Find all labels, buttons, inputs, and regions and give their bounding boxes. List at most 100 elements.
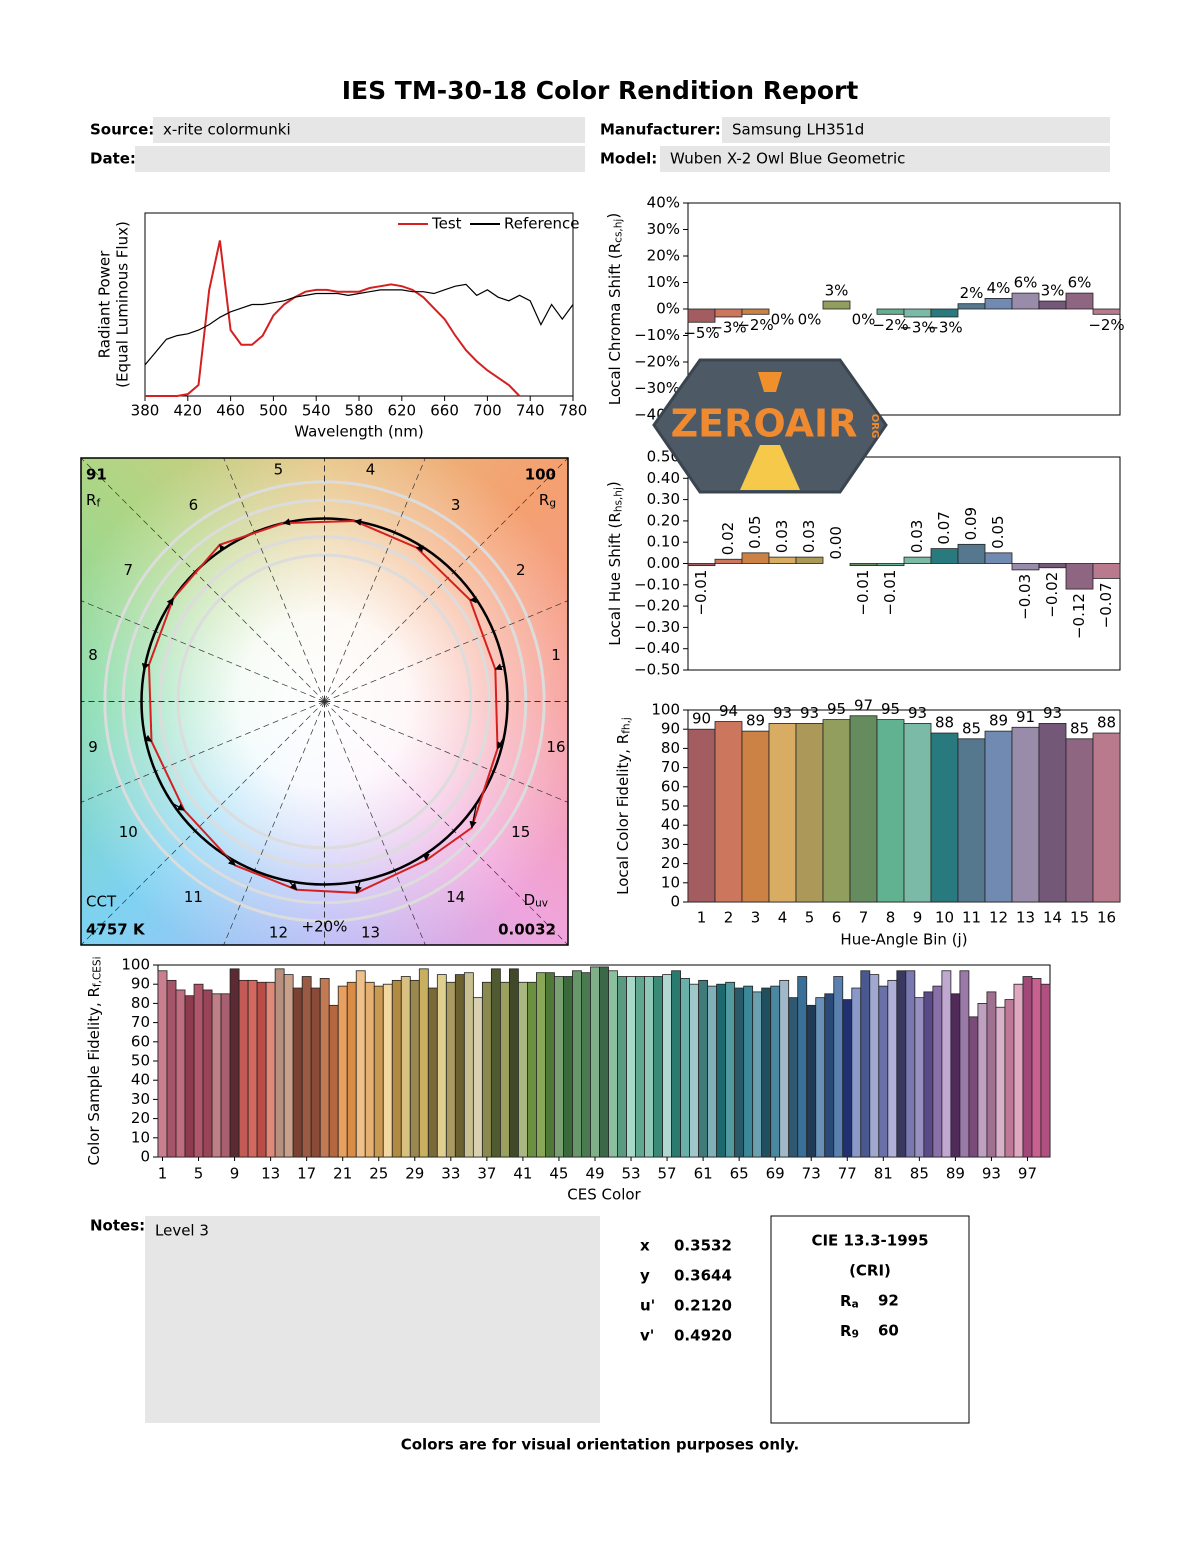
y-tick-label: 10 bbox=[661, 873, 680, 891]
value-label: 93 bbox=[908, 704, 927, 722]
bar bbox=[319, 978, 330, 1158]
bar bbox=[427, 987, 438, 1158]
bar bbox=[626, 976, 636, 1158]
value-label: 4% bbox=[987, 279, 1011, 297]
y-tick-label: 80 bbox=[661, 739, 680, 757]
bar bbox=[687, 728, 716, 903]
series-line bbox=[144, 283, 574, 366]
bar bbox=[355, 970, 366, 1158]
bar bbox=[903, 723, 932, 903]
bar bbox=[274, 968, 285, 1158]
bar bbox=[472, 997, 483, 1158]
cri-value: 92 bbox=[878, 1292, 899, 1310]
bar bbox=[795, 723, 824, 903]
bar bbox=[499, 981, 510, 1158]
radial-line bbox=[223, 458, 325, 702]
bin-label: 6 bbox=[189, 496, 199, 514]
bar bbox=[635, 976, 645, 1158]
cri-symbol: R9 bbox=[840, 1322, 859, 1341]
x-tick-label: 81 bbox=[874, 1165, 893, 1183]
bar bbox=[310, 987, 321, 1158]
bar bbox=[536, 972, 546, 1158]
x-tick-label: 8 bbox=[886, 909, 896, 927]
bar bbox=[795, 556, 824, 564]
x-tick-label: 540 bbox=[302, 402, 331, 420]
y-tick-label: 0 bbox=[670, 893, 680, 911]
y-tick-label: 0.30 bbox=[647, 490, 680, 508]
value-label: −0.01 bbox=[881, 570, 899, 616]
x-tick-label: 53 bbox=[621, 1165, 640, 1183]
bar bbox=[1065, 563, 1094, 590]
y-tick-label: 100 bbox=[651, 701, 680, 719]
bar bbox=[644, 976, 654, 1158]
y-axis-label: Color Sample Fidelity, Rf,CESi bbox=[85, 956, 104, 1165]
cct-label: CCT bbox=[86, 893, 117, 911]
value-label: 93 bbox=[800, 704, 819, 722]
text-part: D bbox=[524, 891, 536, 909]
value-label: −5% bbox=[683, 324, 719, 342]
y-tick-label: 0.40 bbox=[647, 469, 680, 487]
shift-arrow bbox=[415, 545, 427, 553]
text-part: R bbox=[539, 491, 549, 509]
bin-label: 11 bbox=[184, 888, 203, 906]
bar bbox=[752, 991, 763, 1158]
x-tick-label: 21 bbox=[333, 1165, 352, 1183]
watermark-road bbox=[740, 445, 800, 490]
value-label: 89 bbox=[746, 712, 765, 730]
value-label: 0% bbox=[852, 311, 876, 329]
x-tick-label: 4 bbox=[778, 909, 788, 927]
bar bbox=[714, 721, 743, 903]
shift-arrow bbox=[141, 662, 150, 670]
bin-label: 9 bbox=[88, 738, 98, 756]
bar bbox=[876, 719, 905, 903]
value-label: 90 bbox=[692, 710, 711, 728]
value-label: −0.12 bbox=[1070, 593, 1088, 639]
bin-label: 1 bbox=[551, 646, 561, 664]
bar bbox=[373, 985, 384, 1158]
duv-value: 0.0032 bbox=[498, 921, 556, 939]
y-axis-label: Local Color Fidelity, Rfh,j bbox=[614, 717, 633, 895]
value-label: −0.02 bbox=[1043, 572, 1061, 618]
bar bbox=[563, 976, 573, 1158]
shift-arrow bbox=[222, 853, 236, 866]
x-tick-label: 9 bbox=[913, 909, 923, 927]
field-label: Model: bbox=[600, 150, 657, 168]
y-axis-label: Radiant Power bbox=[96, 250, 114, 359]
bar bbox=[608, 970, 618, 1158]
y-tick-label: 50 bbox=[661, 797, 680, 815]
x-tick-label: 97 bbox=[1018, 1165, 1037, 1183]
bar bbox=[518, 981, 528, 1158]
duv-label: Duv bbox=[524, 891, 548, 910]
value-label: 0.09 bbox=[962, 507, 980, 540]
bar bbox=[995, 1006, 1006, 1158]
bar bbox=[822, 719, 851, 903]
y-tick-label: 0.20 bbox=[647, 511, 680, 529]
text-part: Local Color Fidelity, R bbox=[614, 734, 632, 895]
bin-label: 2 bbox=[516, 561, 526, 579]
bar bbox=[849, 563, 878, 567]
x-tick-label: 61 bbox=[694, 1165, 713, 1183]
bar bbox=[157, 970, 168, 1158]
bar bbox=[680, 978, 690, 1158]
y-tick-label: 80 bbox=[131, 994, 150, 1012]
bar bbox=[957, 303, 986, 310]
watermark-suffix: ORG bbox=[869, 414, 880, 438]
x-tick-label: 580 bbox=[345, 402, 374, 420]
y-tick-label: 0.10 bbox=[647, 533, 680, 551]
x-tick-label: 15 bbox=[1070, 909, 1089, 927]
ring bbox=[176, 553, 473, 850]
value-label: 0.03 bbox=[773, 520, 791, 553]
bar bbox=[436, 974, 447, 1158]
text-part: Local Hue Shift (R bbox=[606, 512, 624, 646]
y-tick-label: 50 bbox=[131, 1052, 150, 1070]
bar bbox=[409, 979, 420, 1158]
subscript: fh,j bbox=[621, 717, 633, 734]
value-label: 94 bbox=[719, 702, 738, 720]
bar bbox=[833, 976, 844, 1158]
radial-line bbox=[81, 701, 325, 803]
value-label: −2% bbox=[872, 316, 908, 334]
footer: Colors are for visual orientation purpos… bbox=[401, 1436, 800, 1454]
bar bbox=[1038, 723, 1067, 903]
